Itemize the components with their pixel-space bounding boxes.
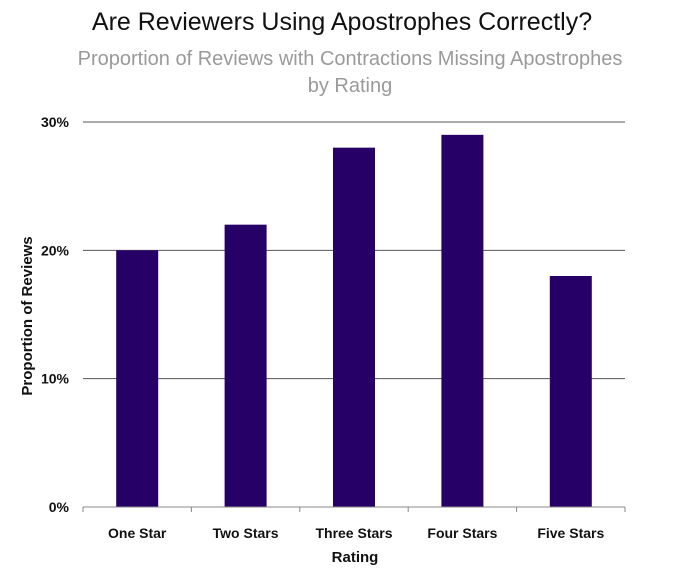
y-axis-label: Proportion of Reviews (19, 236, 36, 395)
bars (116, 134, 592, 508)
chart-subtitle: Proportion of Reviews with Contractions … (77, 48, 623, 97)
y-axis-ticks: 0% 10% 20% 30% (41, 114, 70, 515)
y-tick-label: 10% (41, 371, 70, 387)
y-tick-label: 0% (49, 499, 70, 515)
x-tick-labels: One Star Two Stars Three Stars Four Stars Fi… (108, 525, 604, 541)
x-tick-label: One Star (108, 525, 167, 541)
bar-four-stars (441, 134, 484, 508)
chart-title: Are Reviewers Using Apostrophes Correctl… (91, 8, 593, 36)
x-tick-label: Four Stars (427, 525, 497, 541)
bar-three-stars (333, 147, 375, 507)
bar-two-stars (224, 224, 267, 507)
x-tick-label: Two Stars (213, 525, 279, 541)
x-tick-label: Three Stars (315, 525, 392, 541)
y-tick-label: 30% (41, 114, 70, 130)
bar-one-star (116, 250, 159, 508)
x-axis (82, 506, 626, 512)
x-axis-label: Rating (332, 549, 379, 566)
bar-five-stars (549, 276, 592, 507)
y-tick-label: 20% (41, 242, 70, 258)
x-tick-label: Five Stars (537, 525, 604, 541)
